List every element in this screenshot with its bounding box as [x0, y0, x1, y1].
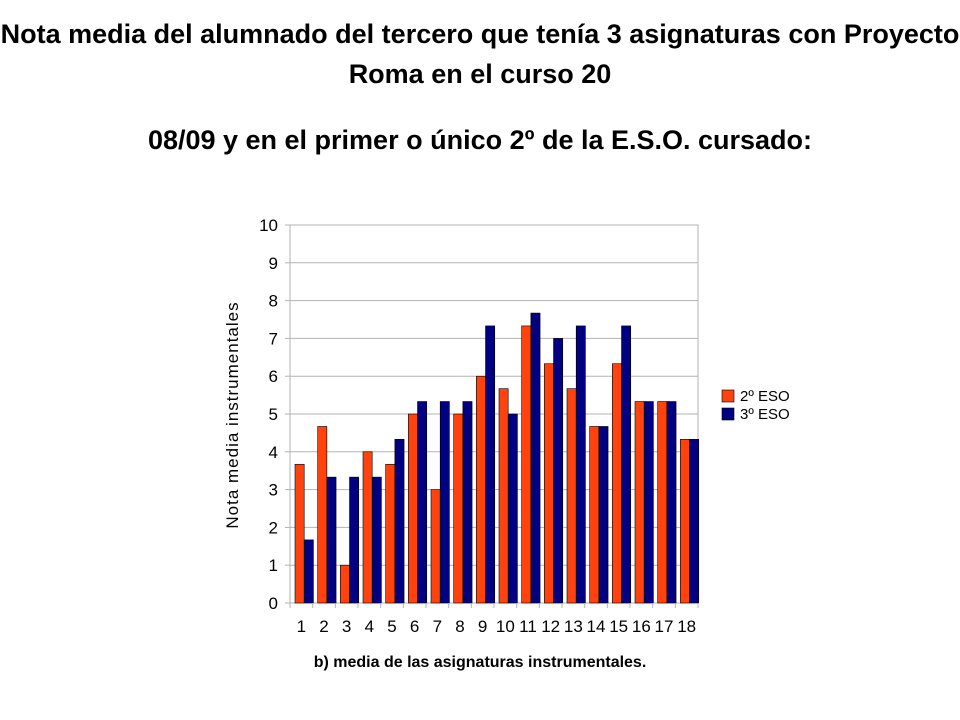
legend-label: 3º ESO: [740, 406, 790, 423]
legend-swatch: [721, 389, 735, 403]
bar-series1-3: [340, 564, 350, 604]
bar-series2-18: [689, 439, 700, 604]
bar-series1-8: [453, 413, 464, 604]
bar-series1-15: [612, 363, 622, 604]
x-tick-label: 5: [387, 617, 396, 636]
chart-title-line2: 08/09 y en el primer o único 2º de la E.…: [147, 125, 813, 155]
x-tick-label: 13: [564, 617, 583, 636]
bar-series2-3: [349, 476, 360, 604]
bars: [294, 312, 700, 604]
bar-series1-9: [476, 375, 486, 604]
bar-series2-13: [575, 325, 586, 604]
bar-series2-5: [394, 439, 405, 604]
bar-series1-6: [408, 413, 418, 604]
bar-series1-2: [317, 426, 328, 604]
y-axis-label: Nota media instrumentales: [223, 301, 242, 528]
bar-series2-9: [485, 325, 496, 604]
x-tick-label: 9: [478, 617, 487, 636]
bar-series1-1: [294, 463, 305, 604]
y-tick-label: 4: [269, 443, 278, 462]
bar-series1-18: [680, 439, 690, 604]
x-tick-label: 2: [319, 617, 328, 636]
legend-swatch: [721, 407, 735, 421]
chart-title-line1: Nota media del alumnado del tercero que …: [0, 19, 960, 89]
bar-series1-12: [544, 363, 554, 604]
y-tick-label: 9: [269, 254, 278, 273]
y-tick-label: 0: [269, 594, 278, 613]
bar-series1-5: [385, 463, 396, 604]
bar-series1-16: [634, 401, 645, 604]
bar-series2-16: [643, 401, 654, 604]
y-tick-label: 8: [269, 292, 278, 311]
x-tick-label: 18: [677, 617, 696, 636]
y-tick-label: 5: [269, 405, 278, 424]
y-tick-label: 10: [259, 216, 278, 235]
bar-series1-17: [657, 401, 668, 604]
x-tick-label: 10: [496, 617, 515, 636]
x-tick-label: 14: [587, 617, 606, 636]
x-tick-label: 17: [655, 617, 674, 636]
bar-series1-10: [498, 388, 509, 604]
y-tick-label: 7: [269, 329, 278, 348]
bar-series2-14: [598, 426, 609, 604]
y-tick-label: 6: [269, 367, 278, 386]
bar-series2-8: [462, 401, 473, 604]
bar-series2-17: [666, 401, 677, 604]
chart-caption: b) media de las asignaturas instrumental…: [313, 654, 647, 671]
x-tick-label: 15: [609, 617, 628, 636]
legend-label: 2º ESO: [740, 388, 790, 405]
x-tick-label: 6: [410, 617, 419, 636]
bar-series1-14: [589, 426, 600, 604]
x-tick-label: 12: [541, 617, 560, 636]
x-tick-label: 16: [632, 617, 651, 636]
x-tick-label: 4: [365, 617, 374, 636]
bar-series2-4: [371, 476, 382, 604]
bar-series1-4: [362, 451, 373, 604]
bar-series2-10: [507, 413, 518, 604]
y-tick-label: 1: [269, 556, 278, 575]
bar-series2-7: [439, 401, 450, 604]
x-tick-label: 3: [342, 617, 351, 636]
bar-series2-6: [417, 401, 428, 604]
bar-series2-2: [326, 476, 337, 604]
x-tick-label: 7: [433, 617, 442, 636]
x-tick-label: 8: [455, 617, 464, 636]
y-tick-label: 2: [269, 518, 278, 537]
bar-series1-7: [430, 489, 441, 604]
bar-series1-11: [521, 325, 532, 604]
y-tick-label: 3: [269, 481, 278, 500]
bar-series1-13: [566, 388, 577, 604]
bar-series2-11: [530, 312, 541, 604]
bar-series2-1: [303, 539, 314, 604]
x-tick-label: 1: [297, 617, 306, 636]
bar-series2-15: [621, 325, 632, 604]
x-tick-label: 11: [519, 617, 537, 636]
bar-series2-12: [553, 338, 564, 604]
